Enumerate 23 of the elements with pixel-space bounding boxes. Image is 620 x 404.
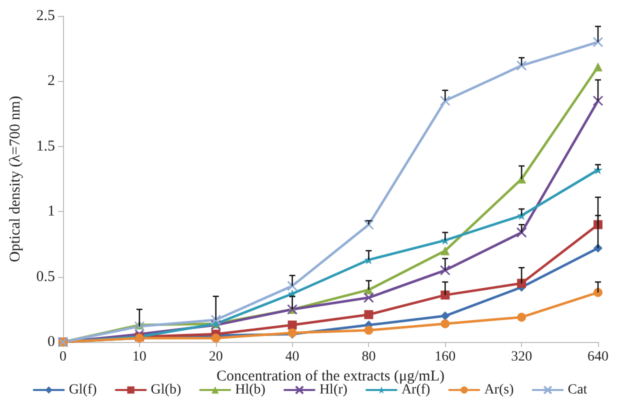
y-tick-label: 0.5	[36, 268, 55, 285]
legend-label: Ar(s)	[484, 382, 514, 398]
y-tick-label: 2.5	[36, 8, 55, 24]
legend-label: Gl(b)	[150, 382, 182, 398]
x-tick-label: 160	[434, 350, 456, 364]
legend-label: Cat	[568, 382, 588, 398]
x-tick-label: 10	[132, 350, 146, 364]
y-tick-label: 2	[48, 73, 55, 90]
x-tick-label: 320	[511, 350, 532, 364]
y-axis-title: Optical density (λ=700 nm)	[8, 96, 24, 262]
y-tick-label: 1	[48, 204, 55, 220]
x-tick-label: 80	[362, 350, 376, 364]
legend-label: Gl(f)	[68, 382, 98, 398]
legend-label: Ar(f)	[401, 382, 431, 398]
x-tick-label: 640	[588, 350, 608, 364]
y-tick-label: 1.5	[36, 138, 55, 154]
x-tick-label: 40	[285, 350, 300, 364]
legend-label: Hl(r)	[319, 382, 348, 398]
x-tick-label: 20	[208, 350, 223, 364]
legend-label: Hl(b)	[235, 382, 266, 398]
x-tick-label: 0	[60, 350, 66, 364]
x-axis-title: Concentration of the extracts (μg/mL)	[216, 368, 444, 384]
y-tick-label: 0	[48, 334, 55, 350]
